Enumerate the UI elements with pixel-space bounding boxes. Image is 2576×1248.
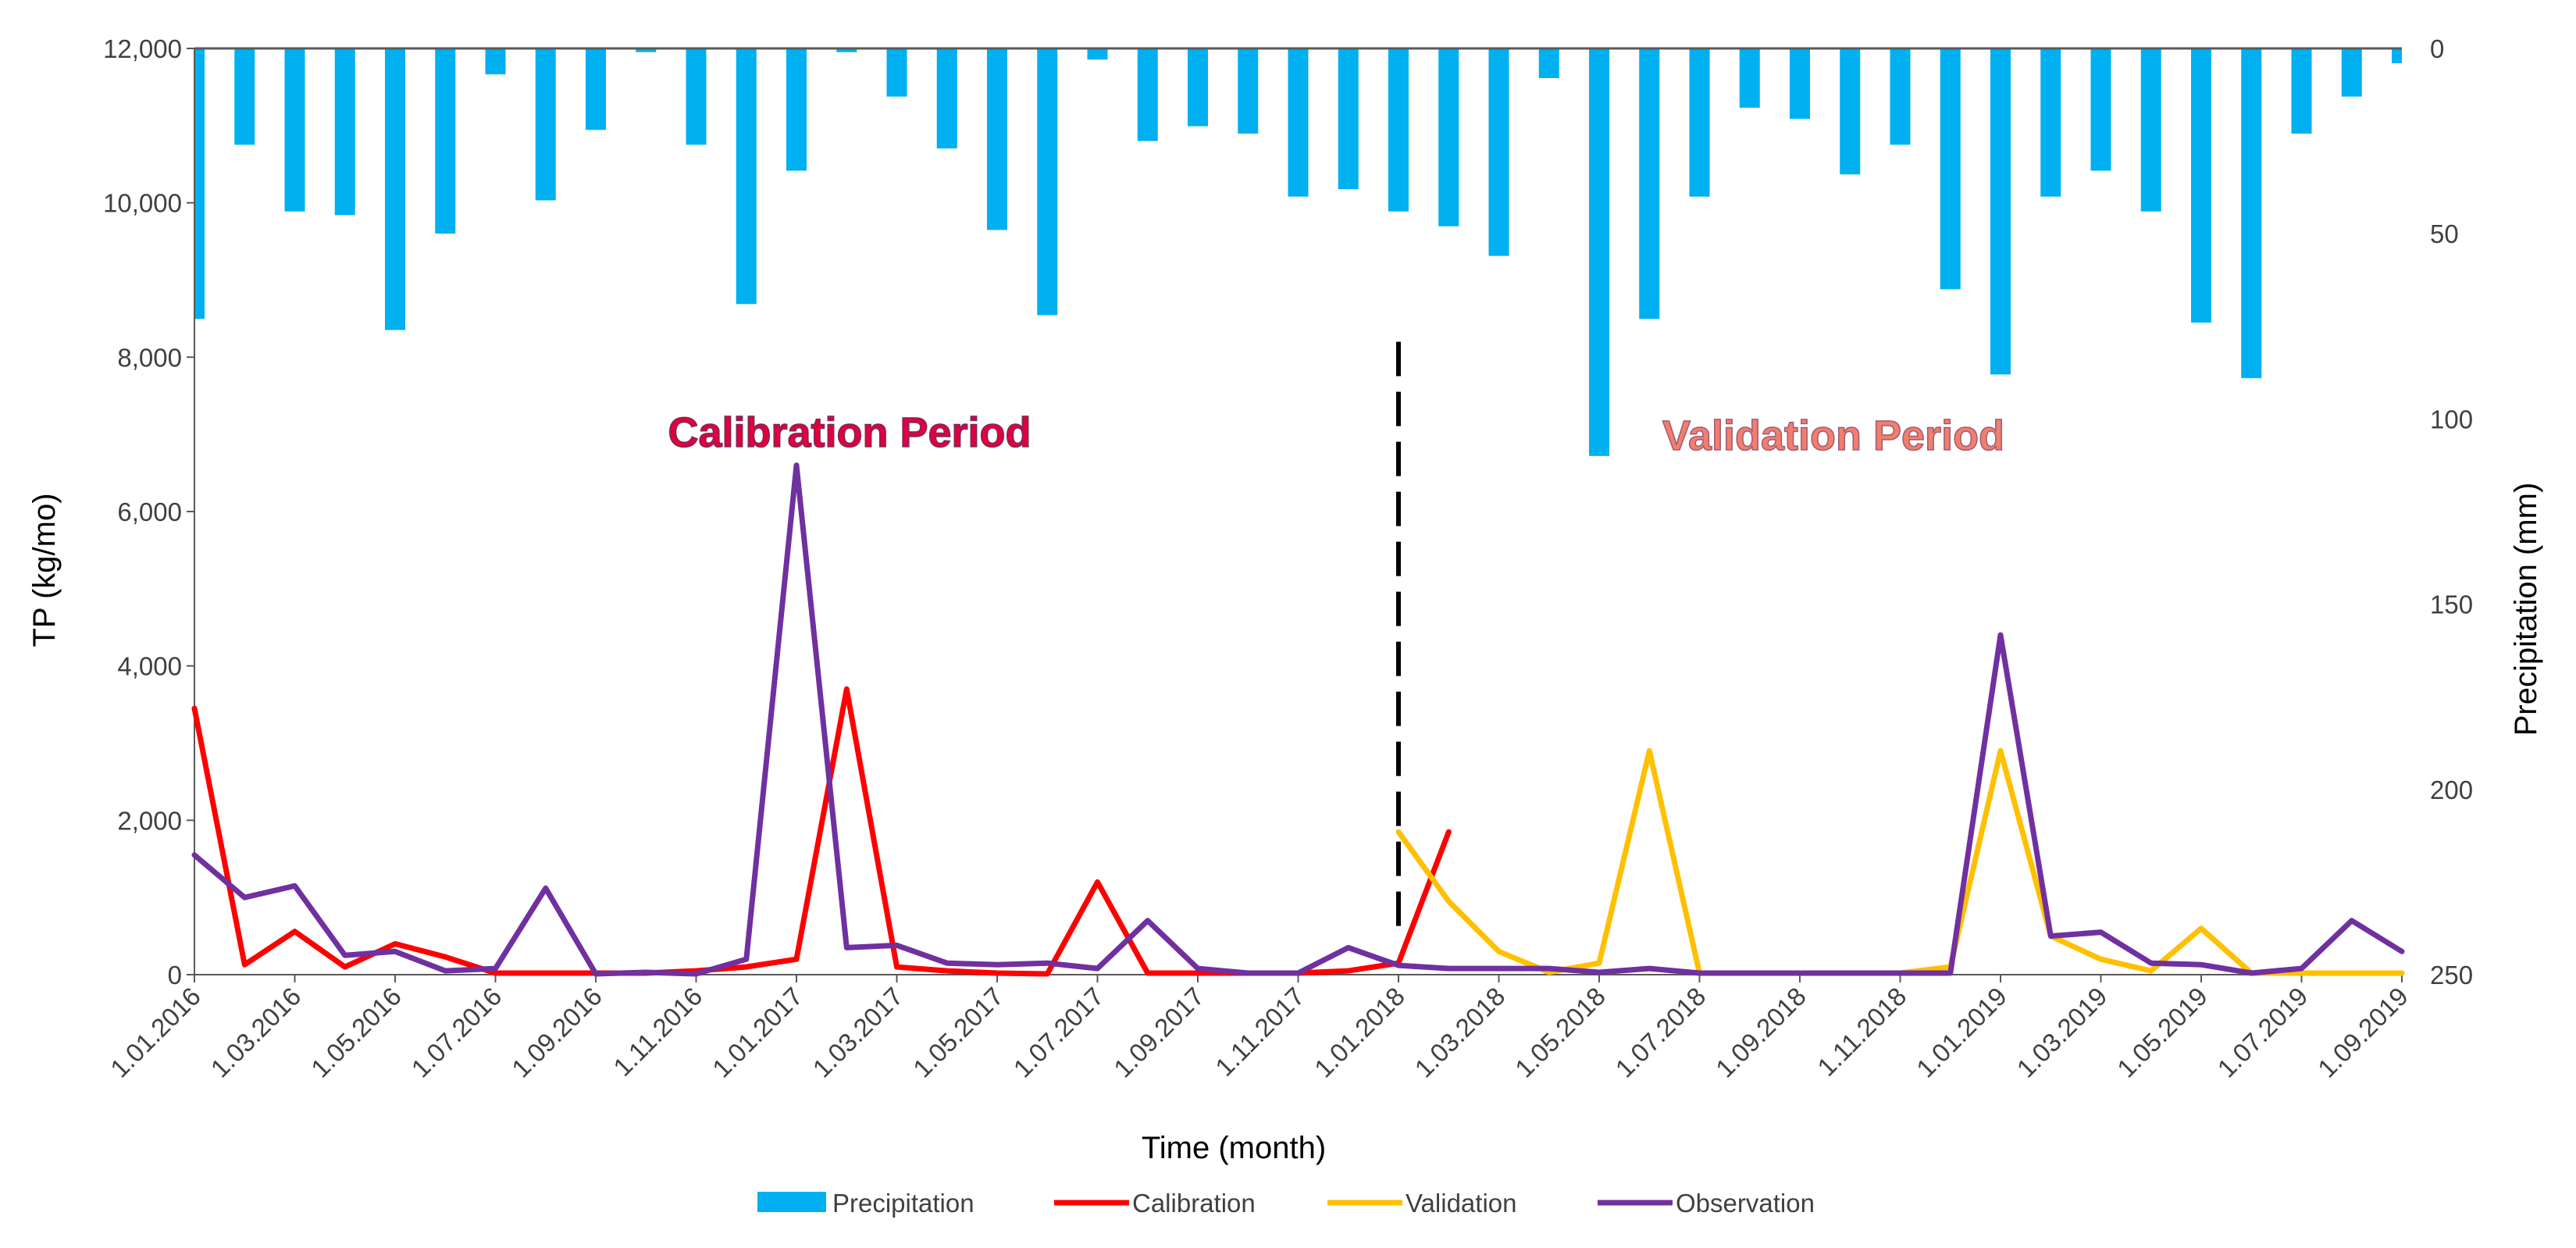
precipitation-bar	[686, 48, 707, 145]
precipitation-bar	[836, 48, 857, 52]
precipitation-bar	[1037, 48, 1058, 316]
y-left-tick-label: 0	[168, 961, 182, 989]
precipitation-bar	[1388, 48, 1409, 212]
precipitation-bar	[1288, 48, 1309, 197]
legend: Precipitation Calibration Validation Obs…	[757, 1189, 1815, 1218]
validation-period-label: Validation Period	[1662, 412, 2004, 459]
precipitation-bar	[284, 48, 305, 212]
precipitation-bar	[2191, 48, 2211, 323]
precipitation-bar	[1438, 48, 1459, 226]
precipitation-bar	[535, 48, 556, 201]
precipitation-bar	[936, 48, 957, 149]
precipitation-bar	[2040, 48, 2061, 197]
calibration-period-label: Calibration Period	[668, 409, 1031, 456]
precipitation-bar	[2392, 48, 2402, 63]
precipitation-bar	[2241, 48, 2262, 379]
precipitation-bar	[1790, 48, 1810, 119]
precipitation-bar	[1840, 48, 1861, 175]
precipitation-bar	[195, 48, 205, 319]
precipitation-bar	[1589, 48, 1609, 456]
precipitation-bars	[195, 48, 2402, 456]
precipitation-bar	[1890, 48, 1911, 145]
precipitation-bar	[636, 48, 657, 52]
y-left-tick-label: 4,000	[117, 652, 182, 681]
precipitation-bar	[2140, 48, 2161, 212]
precipitation-bar	[1338, 48, 1359, 190]
precipitation-bar	[1238, 48, 1259, 134]
precipitation-bar	[736, 48, 757, 305]
y-right-tick-label: 200	[2430, 776, 2473, 804]
legend-label-calibration: Calibration	[1132, 1189, 1256, 1218]
observation-line	[191, 462, 2405, 977]
y-right-tick-label: 250	[2430, 961, 2473, 989]
precipitation-bar	[1639, 48, 1660, 319]
precipitation-bar	[385, 48, 405, 330]
precipitation-bar	[1137, 48, 1158, 141]
precipitation-bar	[886, 48, 907, 97]
y-right-tick-label: 50	[2430, 219, 2459, 248]
y-axis-right-title: Precipitation (mm)	[2509, 483, 2543, 736]
precipitation-bar	[2341, 48, 2362, 97]
y-left-tick-label: 12,000	[103, 34, 182, 63]
precipitation-bar	[1087, 48, 1108, 60]
y-axis-left-title: TP (kg/mo)	[27, 493, 62, 647]
y-left-tick-label: 6,000	[117, 497, 182, 526]
precipitation-bar	[1739, 48, 1760, 108]
precipitation-bar	[1689, 48, 1710, 197]
y-right-tick-label: 150	[2430, 590, 2473, 619]
precipitation-bar	[1488, 48, 1509, 256]
precipitation-bar	[1940, 48, 1961, 290]
precipitation-bar	[2291, 48, 2312, 134]
precipitation-bar	[435, 48, 456, 234]
legend-swatch-precipitation	[757, 1192, 826, 1212]
precipitation-bar	[586, 48, 606, 130]
y-right-tick-label: 100	[2430, 405, 2473, 433]
y-left-tick-label: 2,000	[117, 806, 182, 835]
legend-label-validation: Validation	[1406, 1189, 1517, 1218]
precipitation-bar	[2090, 48, 2111, 171]
precipitation-bar	[786, 48, 807, 171]
precipitation-bar	[1538, 48, 1559, 78]
precipitation-bar	[987, 48, 1007, 230]
y-left-tick-label: 10,000	[103, 189, 182, 218]
series-lines	[191, 462, 2405, 977]
precipitation-bar	[234, 48, 255, 145]
precipitation-bar	[334, 48, 355, 216]
x-axis-title: Time (month)	[1142, 1131, 1326, 1165]
y-left-tick-label: 8,000	[117, 343, 182, 372]
precipitation-bar	[1188, 48, 1208, 127]
legend-label-precipitation: Precipitation	[832, 1189, 974, 1218]
y-right-tick-label: 0	[2430, 34, 2444, 63]
precipitation-bar	[1990, 48, 2011, 375]
precipitation-bar	[485, 48, 506, 75]
legend-label-observation: Observation	[1676, 1189, 1815, 1218]
